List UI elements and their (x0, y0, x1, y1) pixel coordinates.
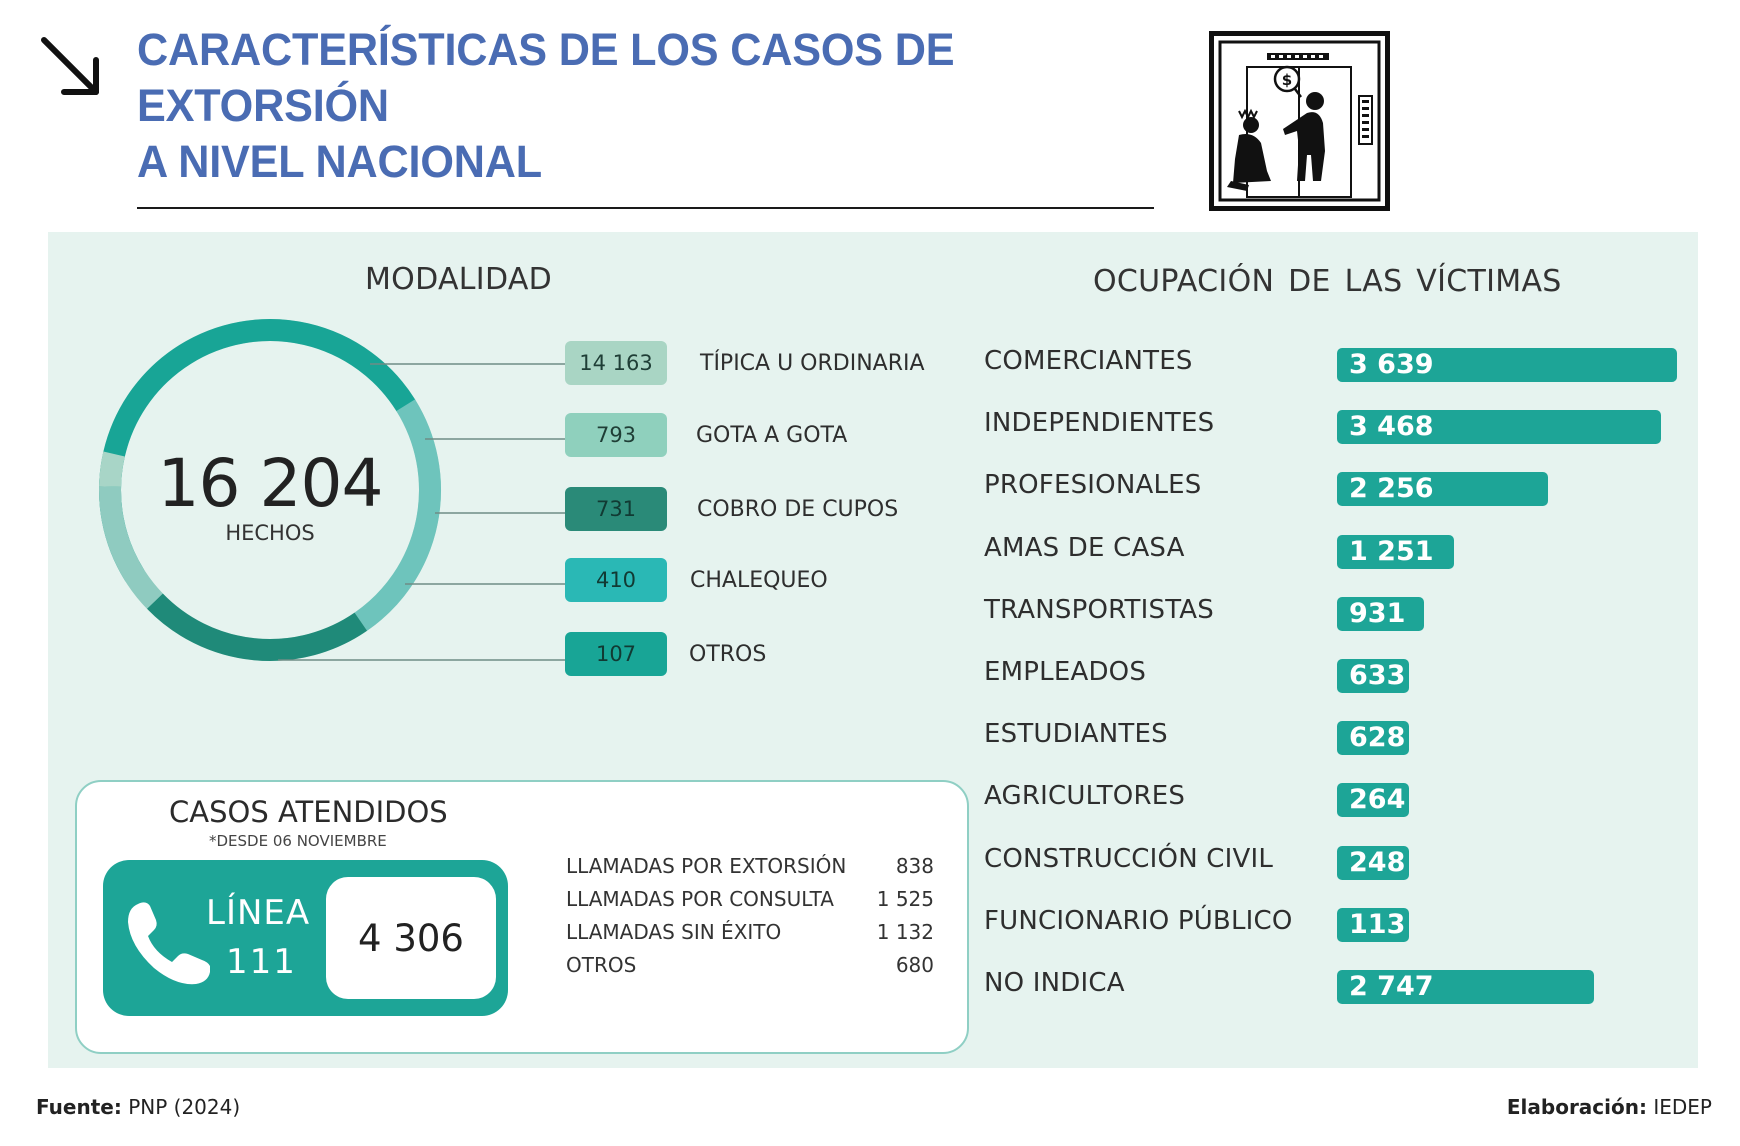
credit-label: Elaboración: (1506, 1095, 1647, 1119)
credit-value: IEDEP (1653, 1095, 1712, 1119)
page-title: CARACTERÍSTICAS DE LOS CASOS DE EXTORSIÓ… (137, 22, 1135, 190)
call-value-sin-exito: 1 132 (876, 920, 934, 944)
ocupacion-label: PROFESIONALES (984, 470, 1202, 500)
call-value-otros: 680 (895, 953, 934, 977)
modalidad-category-label: TÍPICA U ORDINARIA (700, 351, 925, 376)
svg-text:$: $ (1282, 71, 1292, 89)
call-label-consulta: LLAMADAS POR CONSULTA (566, 887, 834, 911)
ocupacion-bar: 3 639 (1337, 348, 1677, 382)
modalidad-value-pill: 14 163 (565, 341, 667, 385)
ocupacion-label: NO INDICA (984, 968, 1125, 998)
ocupacion-bar: 2 747 (1337, 970, 1594, 1004)
ocupacion-label: AMAS DE CASA (984, 533, 1185, 563)
ocupacion-bar: 931 (1337, 597, 1424, 631)
call-value-consulta: 1 525 (876, 887, 934, 911)
total-hechos-value: 16 204 (157, 445, 384, 522)
source-note: Fuente: PNP (2024) (36, 1095, 240, 1119)
title-divider (137, 207, 1154, 209)
call-label-extorsion: LLAMADAS POR EXTORSIÓN (566, 854, 847, 878)
modalidad-value-pill: 731 (565, 487, 667, 531)
modalidad-value-pill: 107 (565, 632, 667, 676)
ocupacion-bar: 1 251 (1337, 535, 1454, 569)
linea-number: 111 (226, 942, 297, 982)
modalidad-value-pill: 793 (565, 413, 667, 457)
modalidad-value-pill: 410 (565, 558, 667, 602)
phone-icon (128, 902, 210, 985)
ocupacion-label: CONSTRUCCIÓN CIVIL (984, 844, 1274, 874)
title-line-1: CARACTERÍSTICAS DE LOS CASOS DE EXTORSIÓ… (137, 24, 955, 131)
total-hechos-label: HECHOS (225, 521, 315, 545)
source-label: Fuente: (36, 1095, 122, 1119)
modalidad-category-label: GOTA A GOTA (696, 423, 848, 448)
ocupacion-label: TRANSPORTISTAS (984, 595, 1214, 625)
call-label-sin-exito: LLAMADAS SIN ÉXITO (566, 920, 782, 944)
linea-label: LÍNEA (206, 893, 311, 933)
ocupacion-bar: 633 (1337, 659, 1409, 693)
ocupacion-bar: 113 (1337, 908, 1409, 942)
ocupacion-bar: 628 (1337, 721, 1409, 755)
casos-title: CASOS ATENDIDOS (169, 795, 448, 829)
ocupacion-label: ESTUDIANTES (984, 719, 1168, 749)
casos-total-value: 4 306 (326, 877, 496, 999)
call-value-extorsion: 838 (895, 854, 934, 878)
ocupacion-bar: 2 256 (1337, 472, 1548, 506)
source-value: PNP (2024) (128, 1095, 241, 1119)
modalidad-category-label: COBRO DE CUPOS (697, 497, 899, 522)
ocupacion-label: AGRICULTORES (984, 781, 1186, 811)
ocupacion-bar: 3 468 (1337, 410, 1661, 444)
modalidad-title: MODALIDAD (365, 262, 553, 297)
modalidad-category-label: CHALEQUEO (690, 568, 828, 593)
credit-note: Elaboración: IEDEP (1507, 1095, 1712, 1119)
ocupacion-label: COMERCIANTES (984, 346, 1193, 376)
ocupacion-label: EMPLEADOS (984, 657, 1147, 687)
title-line-2: A NIVEL NACIONAL (137, 136, 542, 187)
ocupacion-bar: 264 (1337, 783, 1409, 817)
ocupacion-bar: 248 (1337, 846, 1409, 880)
arrow-down-right-icon (41, 37, 99, 95)
ocupacion-title: OCUPACIÓN DE LAS VÍCTIMAS (1093, 264, 1562, 299)
ocupacion-label: FUNCIONARIO PÚBLICO (984, 906, 1293, 936)
modalidad-category-label: OTROS (689, 642, 767, 667)
elevator-extortion-icon: $ (1209, 31, 1390, 211)
casos-subtitle: *DESDE 06 NOVIEMBRE (209, 832, 387, 850)
call-label-otros: OTROS (566, 953, 637, 977)
ocupacion-label: INDEPENDIENTES (984, 408, 1215, 438)
